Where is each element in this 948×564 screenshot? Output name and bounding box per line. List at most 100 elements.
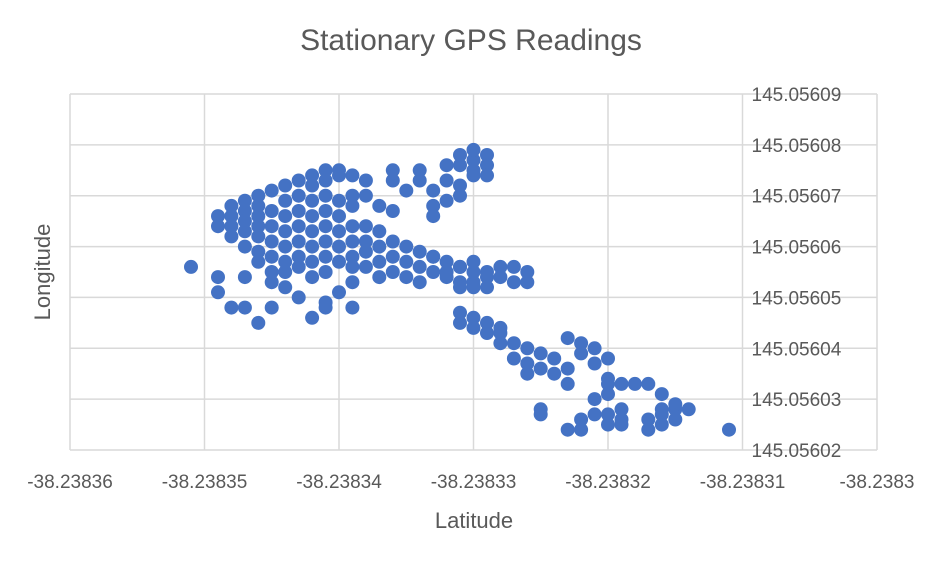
data-point bbox=[385, 265, 400, 279]
data-point bbox=[385, 204, 400, 218]
data-point bbox=[264, 234, 279, 249]
data-point bbox=[453, 259, 467, 274]
y-tick-label: 145.05608 bbox=[752, 136, 842, 157]
data-point bbox=[466, 275, 481, 290]
data-point bbox=[278, 280, 293, 295]
data-point bbox=[412, 259, 427, 274]
data-point bbox=[533, 402, 548, 417]
data-point bbox=[466, 320, 481, 335]
data-point bbox=[627, 376, 642, 391]
data-point bbox=[453, 148, 467, 162]
data-point bbox=[318, 219, 333, 234]
x-axis-ticks: -38.23836 -38.23835 -38.23834 -38.23833 -38.… bbox=[27, 472, 914, 493]
data-point bbox=[345, 168, 360, 183]
data-point bbox=[641, 412, 656, 427]
data-point bbox=[224, 198, 239, 213]
data-point bbox=[251, 198, 266, 213]
data-point bbox=[278, 193, 293, 208]
data-point bbox=[520, 366, 535, 381]
data-point bbox=[654, 402, 669, 417]
data-point bbox=[318, 173, 333, 188]
data-point bbox=[480, 280, 494, 295]
data-point bbox=[184, 259, 198, 274]
data-point bbox=[641, 422, 656, 437]
data-point bbox=[426, 183, 441, 198]
data-point bbox=[453, 188, 467, 203]
data-point bbox=[264, 265, 279, 279]
data-point bbox=[439, 254, 454, 269]
data-point bbox=[614, 376, 629, 391]
data-point bbox=[453, 280, 467, 295]
y-tick-label: 145.05609 bbox=[752, 85, 842, 106]
data-point bbox=[614, 412, 629, 427]
data-point bbox=[264, 204, 279, 218]
data-point bbox=[466, 265, 481, 279]
data-point bbox=[560, 331, 575, 346]
data-point bbox=[439, 193, 454, 208]
data-point bbox=[345, 198, 360, 213]
data-point bbox=[480, 148, 494, 162]
data-point bbox=[385, 163, 400, 178]
y-tick-label: 145.05603 bbox=[752, 390, 842, 411]
data-point bbox=[211, 285, 225, 300]
data-point bbox=[560, 422, 575, 437]
data-point bbox=[291, 234, 306, 249]
data-point bbox=[601, 407, 615, 422]
data-point bbox=[345, 234, 360, 249]
data-point bbox=[614, 402, 629, 417]
data-point bbox=[426, 249, 441, 264]
data-point bbox=[372, 239, 387, 254]
data-point bbox=[305, 270, 320, 285]
data-point bbox=[641, 376, 656, 391]
data-point bbox=[332, 239, 346, 254]
data-point bbox=[318, 234, 333, 249]
data-point bbox=[332, 193, 346, 208]
data-point bbox=[668, 412, 683, 427]
x-tick-label: -38.23835 bbox=[162, 472, 248, 493]
data-point bbox=[251, 254, 266, 269]
data-point bbox=[506, 351, 521, 366]
data-point bbox=[305, 239, 320, 254]
data-point bbox=[385, 234, 400, 249]
data-point bbox=[587, 356, 602, 371]
data-point bbox=[237, 270, 252, 285]
chart-title: Stationary GPS Readings bbox=[300, 24, 642, 57]
data-point bbox=[480, 168, 494, 183]
data-point bbox=[278, 178, 293, 193]
data-point bbox=[318, 249, 333, 264]
data-point bbox=[412, 244, 427, 259]
data-point bbox=[318, 300, 333, 315]
data-point bbox=[211, 219, 225, 234]
data-point bbox=[251, 244, 266, 259]
data-point bbox=[480, 265, 494, 279]
data-point bbox=[574, 412, 589, 427]
data-point bbox=[318, 204, 333, 218]
data-point bbox=[560, 361, 575, 376]
data-point bbox=[453, 315, 467, 330]
data-point bbox=[385, 173, 400, 188]
data-point bbox=[318, 265, 333, 279]
data-point bbox=[399, 183, 414, 198]
data-point bbox=[345, 275, 360, 290]
data-point bbox=[332, 254, 346, 269]
data-point bbox=[278, 265, 293, 279]
data-point bbox=[237, 224, 252, 239]
data-point bbox=[681, 402, 696, 417]
data-point bbox=[399, 270, 414, 285]
data-point bbox=[506, 336, 521, 351]
data-point bbox=[654, 387, 669, 402]
data-point bbox=[251, 188, 266, 203]
data-point bbox=[305, 310, 320, 325]
data-point bbox=[291, 204, 306, 218]
data-point bbox=[480, 326, 494, 340]
data-point bbox=[601, 376, 615, 391]
data-point bbox=[264, 249, 279, 264]
data-point bbox=[372, 198, 387, 213]
data-point bbox=[278, 209, 293, 224]
data-point bbox=[291, 290, 306, 305]
data-point bbox=[439, 173, 454, 188]
data-point bbox=[332, 285, 346, 300]
x-tick-label: -38.23834 bbox=[296, 472, 382, 493]
data-point bbox=[493, 336, 508, 351]
